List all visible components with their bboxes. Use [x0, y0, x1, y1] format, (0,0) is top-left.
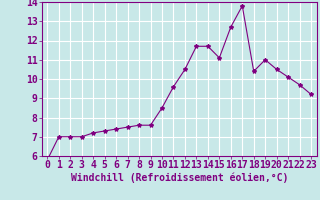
- X-axis label: Windchill (Refroidissement éolien,°C): Windchill (Refroidissement éolien,°C): [70, 173, 288, 183]
